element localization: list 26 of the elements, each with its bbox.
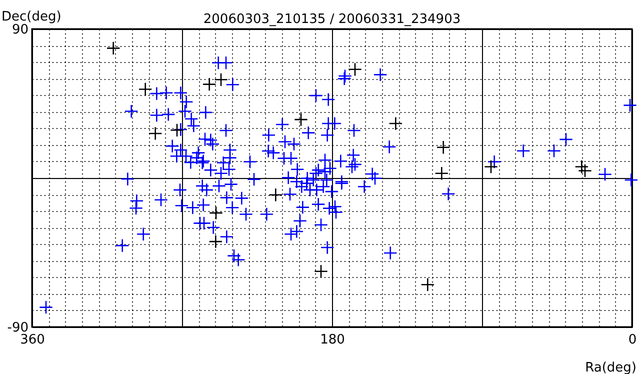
- point: [208, 234, 223, 249]
- point: [484, 160, 498, 174]
- y-axis-title: Dec(deg): [2, 10, 62, 24]
- x-axis-title: Ra(deg): [585, 360, 636, 374]
- point: [348, 62, 362, 76]
- chart-title: 20060303_210135 / 20060331_234903: [203, 12, 461, 27]
- point: [420, 278, 435, 292]
- point: [388, 116, 403, 131]
- point: [170, 123, 184, 138]
- x-tick-label: 180: [320, 332, 345, 348]
- point: [434, 166, 449, 180]
- point: [436, 140, 450, 154]
- point: [209, 206, 223, 220]
- point: [138, 82, 152, 96]
- point: [574, 160, 589, 174]
- x-tick-label: 0: [628, 332, 637, 348]
- point: [148, 126, 162, 140]
- point: [106, 41, 120, 56]
- point: [214, 72, 228, 87]
- x-tick-label: 360: [20, 332, 45, 348]
- point: [578, 164, 592, 178]
- point: [268, 188, 283, 202]
- point: [314, 264, 328, 278]
- point: [294, 112, 308, 127]
- y-tick-label: 90: [12, 22, 28, 38]
- point: [202, 77, 216, 92]
